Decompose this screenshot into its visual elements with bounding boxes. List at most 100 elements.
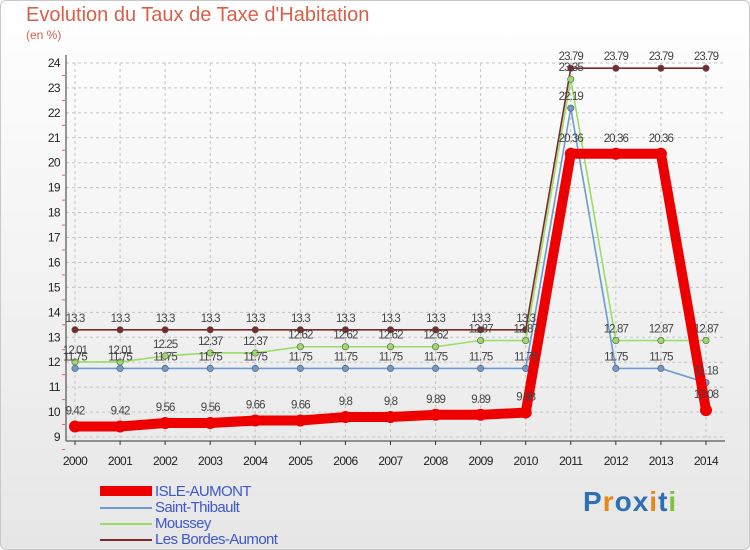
data-point xyxy=(474,408,487,421)
y-tick-label: 13 xyxy=(48,330,61,344)
data-label: 11.75 xyxy=(514,351,538,363)
data-label: 11.75 xyxy=(153,351,177,363)
brand-letter: i xyxy=(668,486,678,517)
data-label: 13.3 xyxy=(426,313,445,325)
data-label: 12.62 xyxy=(378,330,403,342)
data-point xyxy=(386,364,394,372)
data-point xyxy=(432,364,440,372)
data-point xyxy=(702,64,710,72)
y-tick-label: 9 xyxy=(54,430,61,444)
y-tick-label: 15 xyxy=(48,280,61,294)
data-point xyxy=(429,408,442,421)
x-tick-label: 2010 xyxy=(514,454,539,468)
data-label: 11.75 xyxy=(108,351,132,363)
data-label: 12.62 xyxy=(423,330,448,342)
brand-letter: t xyxy=(658,486,669,517)
data-label: 9.98 xyxy=(516,392,535,404)
data-point xyxy=(296,326,304,334)
data-label: 11.75 xyxy=(649,351,673,363)
data-label: 20.36 xyxy=(649,133,674,145)
y-tick-label: 21 xyxy=(48,131,61,145)
x-tick-label: 2006 xyxy=(333,454,358,468)
data-point xyxy=(699,404,712,417)
brand-letter: o xyxy=(614,486,633,517)
y-tick-label: 10 xyxy=(48,405,61,419)
data-label: 11.75 xyxy=(379,351,403,363)
legend-label: ISLE-AUMONT xyxy=(155,483,252,500)
data-point xyxy=(71,326,79,334)
data-point xyxy=(477,364,485,372)
data-label: 23.79 xyxy=(559,51,584,63)
series-group xyxy=(69,64,712,433)
data-label: 12.01 xyxy=(63,345,88,357)
data-label: 9.89 xyxy=(426,394,445,406)
data-label: 23.35 xyxy=(559,62,584,74)
data-label: 9.42 xyxy=(111,406,130,418)
data-point xyxy=(657,364,665,372)
x-tick-label: 2013 xyxy=(649,454,674,468)
y-tick-label: 23 xyxy=(48,81,61,95)
data-label: 13.3 xyxy=(246,313,265,325)
data-label: 11.75 xyxy=(198,351,222,363)
data-point xyxy=(477,337,485,345)
data-label: 13.3 xyxy=(291,313,310,325)
data-point xyxy=(249,414,262,427)
data-point xyxy=(341,343,349,351)
data-label: 12.87 xyxy=(649,324,674,336)
y-tick-label: 17 xyxy=(48,231,61,245)
data-point xyxy=(612,64,620,72)
y-tick-label: 24 xyxy=(48,56,61,70)
x-tick-label: 2007 xyxy=(378,454,403,468)
data-point xyxy=(567,75,575,83)
data-point xyxy=(384,411,397,424)
data-point xyxy=(116,364,124,372)
data-point xyxy=(386,343,394,351)
data-label: 23.79 xyxy=(649,51,674,63)
data-label: 20.36 xyxy=(604,133,629,145)
y-tick-label: 20 xyxy=(48,156,61,170)
data-label: 11.75 xyxy=(244,351,268,363)
data-label: 9.56 xyxy=(201,402,220,414)
data-point xyxy=(564,147,577,160)
data-point xyxy=(294,414,307,427)
data-point xyxy=(206,349,214,357)
legend-label: Saint-Thibault xyxy=(155,499,240,516)
y-tick-label: 18 xyxy=(48,206,61,220)
x-tick-label: 2011 xyxy=(559,454,583,468)
data-label: 9.42 xyxy=(66,406,85,418)
data-label: 9.89 xyxy=(471,394,490,406)
x-tick-label: 2002 xyxy=(153,454,178,468)
legend-swatch xyxy=(100,486,152,496)
data-label: 13.3 xyxy=(111,313,130,325)
data-label: 11.75 xyxy=(424,351,448,363)
data-point xyxy=(519,406,532,419)
data-point xyxy=(296,343,304,351)
data-label: 13.3 xyxy=(516,313,535,325)
data-point xyxy=(116,326,124,334)
data-point xyxy=(251,349,259,357)
data-label: 9.8 xyxy=(384,396,398,408)
data-label: 11.18 xyxy=(694,366,718,378)
data-label: 23.79 xyxy=(694,51,719,63)
data-label: 9.66 xyxy=(291,400,310,412)
x-tick-label: 2009 xyxy=(468,454,493,468)
data-point xyxy=(657,64,665,72)
data-point xyxy=(341,326,349,334)
data-label: 9.8 xyxy=(339,396,353,408)
brand-logo: Proxiti xyxy=(583,486,677,518)
data-point xyxy=(477,326,485,334)
brand-letter: r xyxy=(602,486,615,517)
data-label: 12.87 xyxy=(468,324,493,336)
data-label: 12.87 xyxy=(604,324,629,336)
data-label: 11.75 xyxy=(289,351,313,363)
data-point xyxy=(159,417,172,430)
data-point xyxy=(432,326,440,334)
y-tick-label: 19 xyxy=(48,181,61,195)
x-tick-label: 2004 xyxy=(243,454,268,468)
brand-letter: x xyxy=(632,486,650,517)
legend-swatch xyxy=(100,539,152,541)
data-point xyxy=(609,147,622,160)
data-point xyxy=(204,417,217,430)
